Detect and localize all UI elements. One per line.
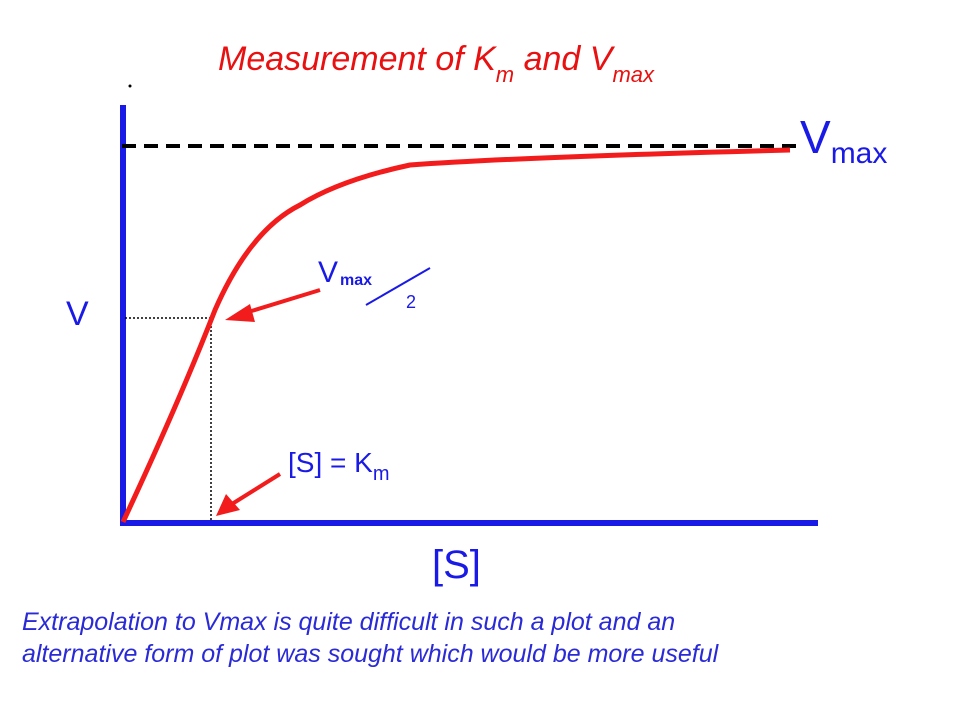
half-vmax-denominator: 2 <box>406 292 416 312</box>
axis-dot <box>128 84 132 88</box>
km-arrow <box>216 472 282 516</box>
km-label: [S] = Km <box>288 447 390 485</box>
half-vmax-label: V max 2 <box>318 256 431 312</box>
half-vmax-slash <box>365 267 431 306</box>
vmax-label: Vmax <box>800 111 887 170</box>
title-sub-m: m <box>496 62 514 87</box>
michaelis-menten-curve <box>120 147 791 524</box>
half-vmax-max: max <box>340 272 372 289</box>
half-vmax-v: V <box>318 256 338 289</box>
x-axis-label: [S] <box>432 543 481 587</box>
caption-line-2: alternative form of plot was sought whic… <box>22 640 719 668</box>
caption-line-1: Extrapolation to Vmax is quite difficult… <box>22 608 676 636</box>
diagram-title: Measurement of Km and Vmax <box>218 40 655 87</box>
y-axis-label: V <box>66 295 89 333</box>
half-vmax-arrow <box>225 288 321 322</box>
title-sub-max: max <box>612 62 655 87</box>
caption: Extrapolation to Vmax is quite difficult… <box>22 606 942 670</box>
